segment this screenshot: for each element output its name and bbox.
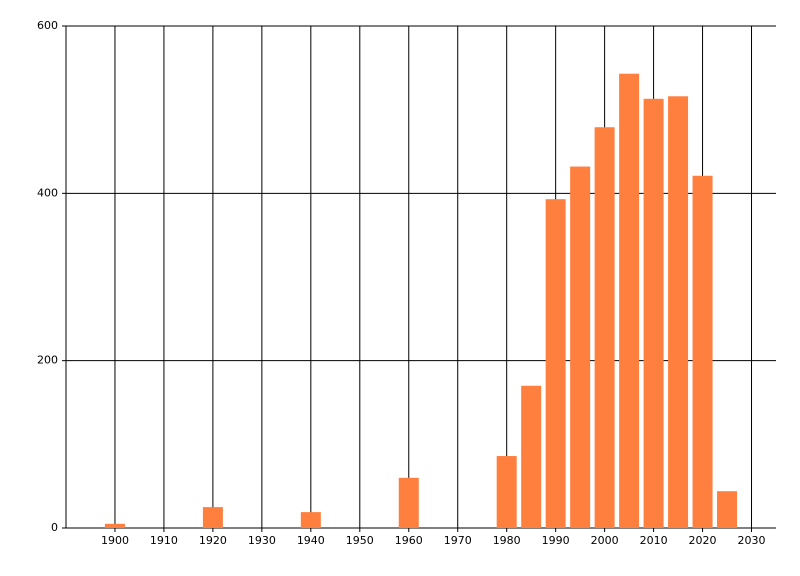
bar bbox=[104, 523, 125, 528]
bar bbox=[545, 199, 566, 528]
x-tick-label: 1990 bbox=[542, 534, 570, 547]
y-tick-label: 200 bbox=[37, 354, 58, 367]
x-tick-label: 1980 bbox=[493, 534, 521, 547]
bar bbox=[398, 477, 419, 528]
x-tick-label: 1900 bbox=[101, 534, 129, 547]
x-tick-label: 2000 bbox=[591, 534, 619, 547]
bar bbox=[300, 512, 321, 528]
x-tick-label: 1940 bbox=[297, 534, 325, 547]
bar bbox=[643, 98, 664, 528]
bar bbox=[619, 73, 640, 528]
x-tick-label: 1920 bbox=[199, 534, 227, 547]
x-tick-label: 1950 bbox=[346, 534, 374, 547]
y-tick-label: 400 bbox=[37, 186, 58, 199]
x-tick-label: 1970 bbox=[444, 534, 472, 547]
bar bbox=[594, 127, 615, 528]
bar bbox=[692, 175, 713, 528]
x-tick-label: 2010 bbox=[640, 534, 668, 547]
bar bbox=[202, 507, 223, 528]
bar bbox=[668, 96, 689, 528]
x-tick-label: 2020 bbox=[689, 534, 717, 547]
bar bbox=[496, 456, 517, 528]
bar bbox=[570, 166, 591, 528]
bar bbox=[717, 491, 738, 528]
x-tick-label: 1910 bbox=[150, 534, 178, 547]
x-tick-label: 2030 bbox=[738, 534, 766, 547]
bar bbox=[521, 385, 542, 528]
y-tick-label: 0 bbox=[51, 521, 58, 534]
y-tick-label: 600 bbox=[37, 19, 58, 32]
x-tick-label: 1960 bbox=[395, 534, 423, 547]
x-tick-label: 1930 bbox=[248, 534, 276, 547]
